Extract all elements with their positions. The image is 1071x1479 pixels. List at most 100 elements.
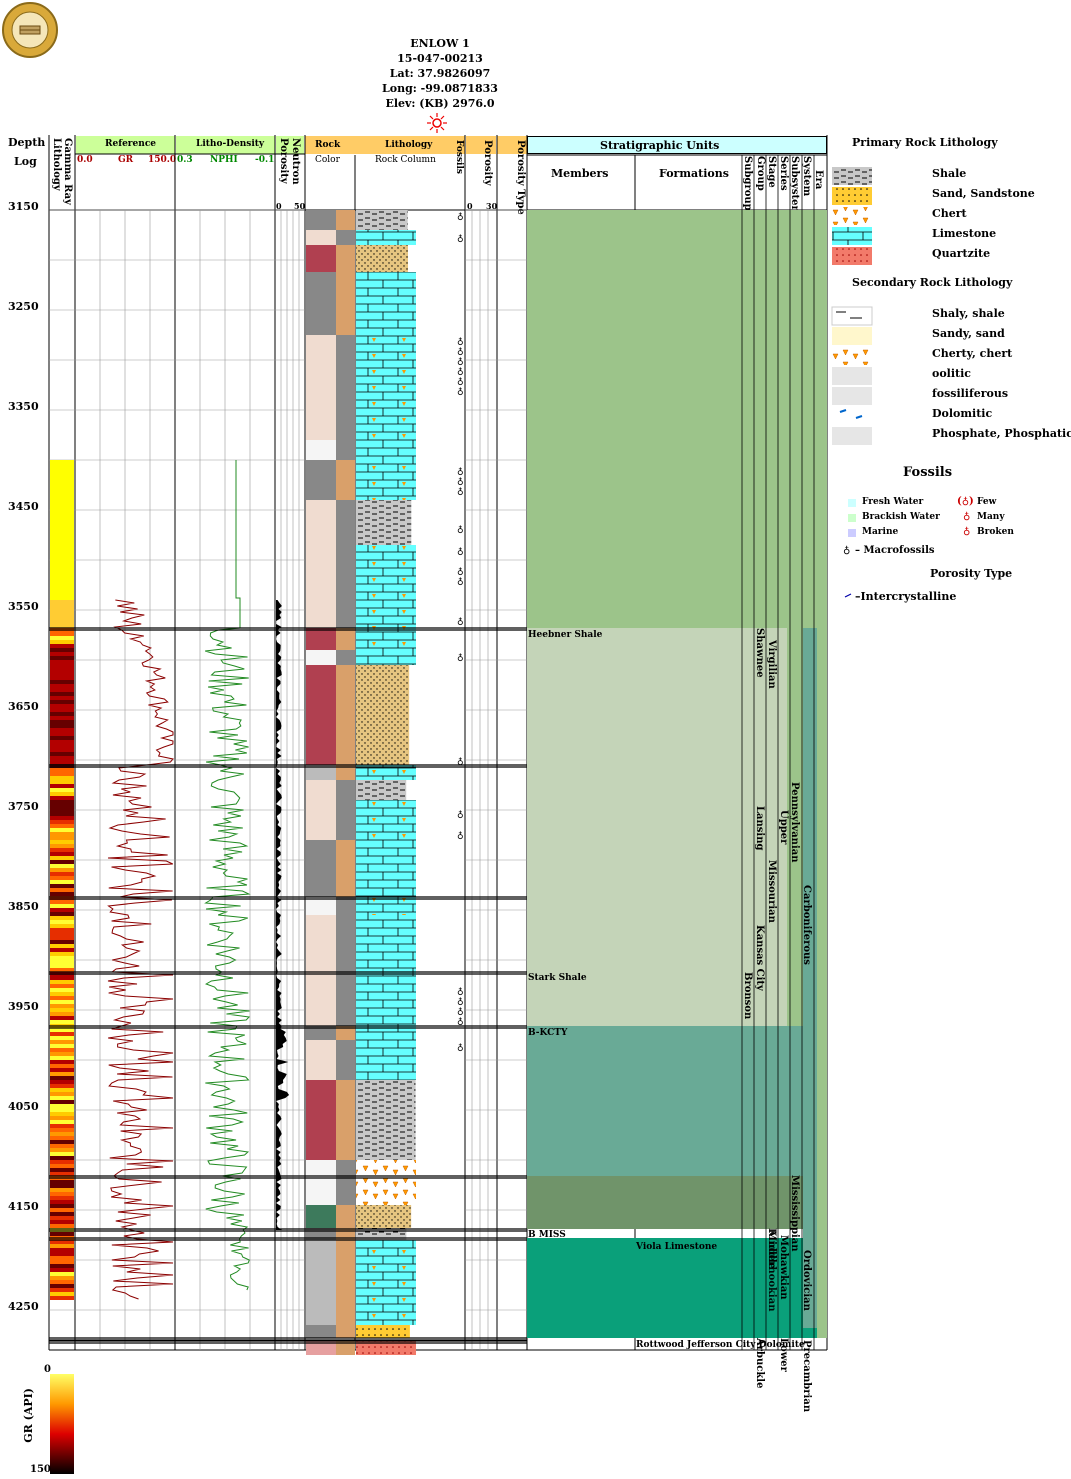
mohawkian-label: Mohawkian (778, 1235, 789, 1300)
fossils-legend-title: Fossils (903, 465, 953, 480)
system-header: System (801, 156, 812, 197)
gr-scale-label: GR (API) (22, 1388, 35, 1443)
depth-label: 3650 (8, 700, 39, 713)
rottwood-label: Rottwood Jefferson City Dolomite (636, 1340, 805, 1350)
middle-label: Middle (766, 1230, 777, 1270)
svg-text:♁: ♁ (457, 467, 464, 477)
legend-broken: Broken (977, 527, 1014, 537)
viola-label: Viola Limestone (636, 1242, 718, 1252)
svg-text:♁: ♁ (457, 997, 464, 1007)
well-long: Long: -99.0871833 (382, 82, 498, 95)
depth-label: 4250 (8, 1300, 39, 1313)
depth-title: Depth (8, 136, 46, 149)
virgilian-label: Virgilian (766, 640, 777, 689)
porosity2-header: Porosity (482, 140, 493, 186)
primary-legend-title: Primary Rock Lithology (852, 136, 998, 149)
color-title: Color (315, 155, 340, 165)
group-header: Group (755, 156, 766, 191)
svg-text:♁: ♁ (457, 757, 464, 767)
svg-text:♁: ♁ (457, 347, 464, 357)
depth-label: 3850 (8, 900, 39, 913)
pennsylvanian-label: Pennsylvanian (789, 782, 800, 863)
rock-title: Rock (315, 140, 341, 150)
well-name: ENLOW 1 (410, 37, 470, 50)
svg-text:♁: ♁ (457, 477, 464, 487)
neutron-header: Neutron (290, 138, 301, 185)
macrofossil-icon: ♁ (843, 545, 851, 556)
gr-scale-max: 150 (30, 1464, 51, 1475)
legend-quartzite: Quartzite (932, 247, 991, 260)
legend-phosphate: Phosphate, Phosphatic (932, 427, 1071, 440)
depth-label: 4150 (8, 1200, 39, 1213)
strat-title: Stratigraphic Units (600, 139, 720, 152)
depth-label: 3950 (8, 1000, 39, 1013)
fossil-many-icon: ♁ (963, 511, 971, 522)
carboniferous-label: Carboniferous (801, 885, 812, 965)
svg-text:♁: ♁ (457, 377, 464, 387)
legend-chert: Chert (932, 207, 967, 220)
neutron-max: 50 (294, 201, 306, 211)
fossils-header: Fossils (454, 140, 464, 174)
missourian-label: Missourian (766, 860, 777, 923)
lower-label: Lower (778, 1338, 789, 1372)
legend-fresh: Fresh Water (862, 497, 924, 507)
depth-label: 3550 (8, 600, 39, 613)
ordovician-label: Ordovician (801, 1250, 812, 1311)
legend-macrofossils: – Macrofossils (855, 545, 935, 556)
svg-text:♁: ♁ (457, 617, 464, 627)
porosity2-header-bg (466, 136, 496, 154)
bkcty-label: B-KCTY (528, 1028, 568, 1038)
legend-intercrystalline: –Intercrystalline (855, 590, 957, 603)
well-symbol-icon (427, 113, 447, 136)
depth-label: 4050 (8, 1100, 39, 1113)
legend-sandy: Sandy, sand (932, 327, 1005, 340)
heebner-label: Heebner Shale (528, 630, 603, 640)
svg-text:♁: ♁ (457, 367, 464, 377)
svg-text:♁: ♁ (457, 831, 464, 841)
svg-text:♁: ♁ (457, 1017, 464, 1027)
gr-max: 150.0 (148, 155, 177, 165)
depth-label: 3450 (8, 500, 39, 513)
svg-text:♁: ♁ (457, 525, 464, 535)
lithology-header: Lithology (51, 138, 62, 191)
precambrian-label: Precambrian (801, 1340, 812, 1413)
svg-text:♁: ♁ (457, 653, 464, 663)
log-title: Log (14, 155, 37, 168)
svg-text:♁: ♁ (457, 577, 464, 587)
svg-text:♁: ♁ (457, 387, 464, 397)
rock-header-bg (305, 136, 465, 154)
nphi-max: -0.1 (255, 155, 275, 165)
fossil-broken-icon: ♁ (963, 526, 971, 537)
kgs-logo (2, 2, 58, 58)
svg-text:♁: ♁ (457, 234, 464, 244)
bronson-label: Bronson (742, 972, 753, 1020)
por-max: 30 (486, 201, 498, 211)
era-header: Era (813, 170, 824, 190)
legend-shale: Shale (932, 167, 967, 180)
legend-sand: Sand, Sandstone (932, 187, 1035, 200)
gr-min: 0.0 (77, 155, 93, 165)
legend-few: Few (977, 497, 997, 507)
subgroup-header: Subgroup (742, 156, 753, 211)
kinderhookian-label: Kinderhookian (766, 1228, 777, 1312)
depth-label: 3250 (8, 300, 39, 313)
porosity-type-legend-title: Porosity Type (930, 567, 1013, 580)
svg-text:♁: ♁ (457, 212, 464, 222)
upper-label: Upper (778, 810, 789, 845)
fossil-few-icon: (♁) (957, 496, 974, 507)
well-api: 15-047-00213 (397, 52, 483, 65)
lansing-label: Lansing (754, 806, 765, 851)
legend-limestone: Limestone (932, 227, 997, 240)
subsystem-header: Subsystem (789, 156, 800, 217)
svg-text:♁: ♁ (457, 1007, 464, 1017)
formations-title: Formations (659, 167, 729, 180)
legend-oolitic: oolitic (932, 367, 971, 380)
nphi-name: NPHI (210, 155, 238, 165)
reference-title: Reference (105, 139, 157, 149)
kansas-city-label: Kansas City (754, 925, 765, 991)
legend-marine: Marine (862, 527, 899, 537)
gr-name: GR (118, 155, 134, 165)
porosity-header: Porosity (278, 138, 289, 184)
depth-label: 3350 (8, 400, 39, 413)
